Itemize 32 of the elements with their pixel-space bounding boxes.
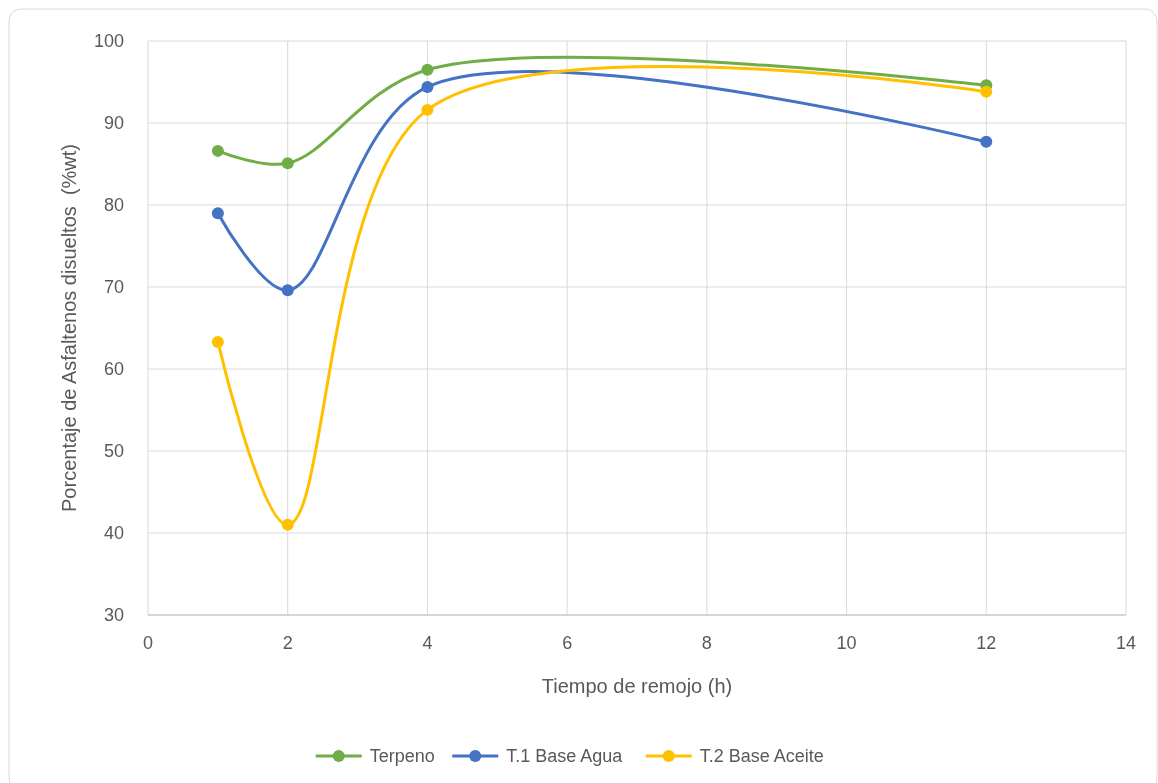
x-tick-label: 14 xyxy=(1115,633,1137,653)
y-tick-label: 50 xyxy=(103,441,124,462)
point xyxy=(421,63,434,76)
legend-label: T.1 Base Agua xyxy=(506,746,624,767)
point xyxy=(281,157,294,170)
x-tick-label: 8 xyxy=(701,633,712,653)
x-tick-label: 6 xyxy=(562,633,573,653)
y-axis-title: Porcentaje de Asfaltenos disueltos (%wt) xyxy=(58,144,80,512)
x-tick-label: 4 xyxy=(422,633,433,653)
point xyxy=(421,80,434,93)
y-tick-label: 40 xyxy=(103,523,124,544)
point xyxy=(980,135,993,148)
point xyxy=(281,518,294,531)
legend-label: Terpeno xyxy=(369,746,435,767)
y-tick-label: 60 xyxy=(103,359,124,380)
y-tick-label: 70 xyxy=(103,277,124,298)
x-tick-label: 10 xyxy=(836,633,857,653)
point xyxy=(211,335,224,348)
legend-label: T.2 Base Aceite xyxy=(699,746,824,767)
x-tick-label: 12 xyxy=(976,633,997,653)
y-tick-label: 80 xyxy=(103,195,124,216)
y-tick-label: 90 xyxy=(103,113,124,134)
y-tick-label: 100 xyxy=(93,31,124,52)
point xyxy=(421,103,434,116)
point xyxy=(980,85,993,98)
point xyxy=(211,144,224,157)
point xyxy=(211,207,224,220)
x-tick-label: 2 xyxy=(282,633,293,653)
x-axis-title: Tiempo de remojo (h) xyxy=(541,675,733,697)
x-tick-label: 0 xyxy=(142,633,154,653)
point xyxy=(281,284,294,297)
y-tick-label: 30 xyxy=(103,605,124,626)
